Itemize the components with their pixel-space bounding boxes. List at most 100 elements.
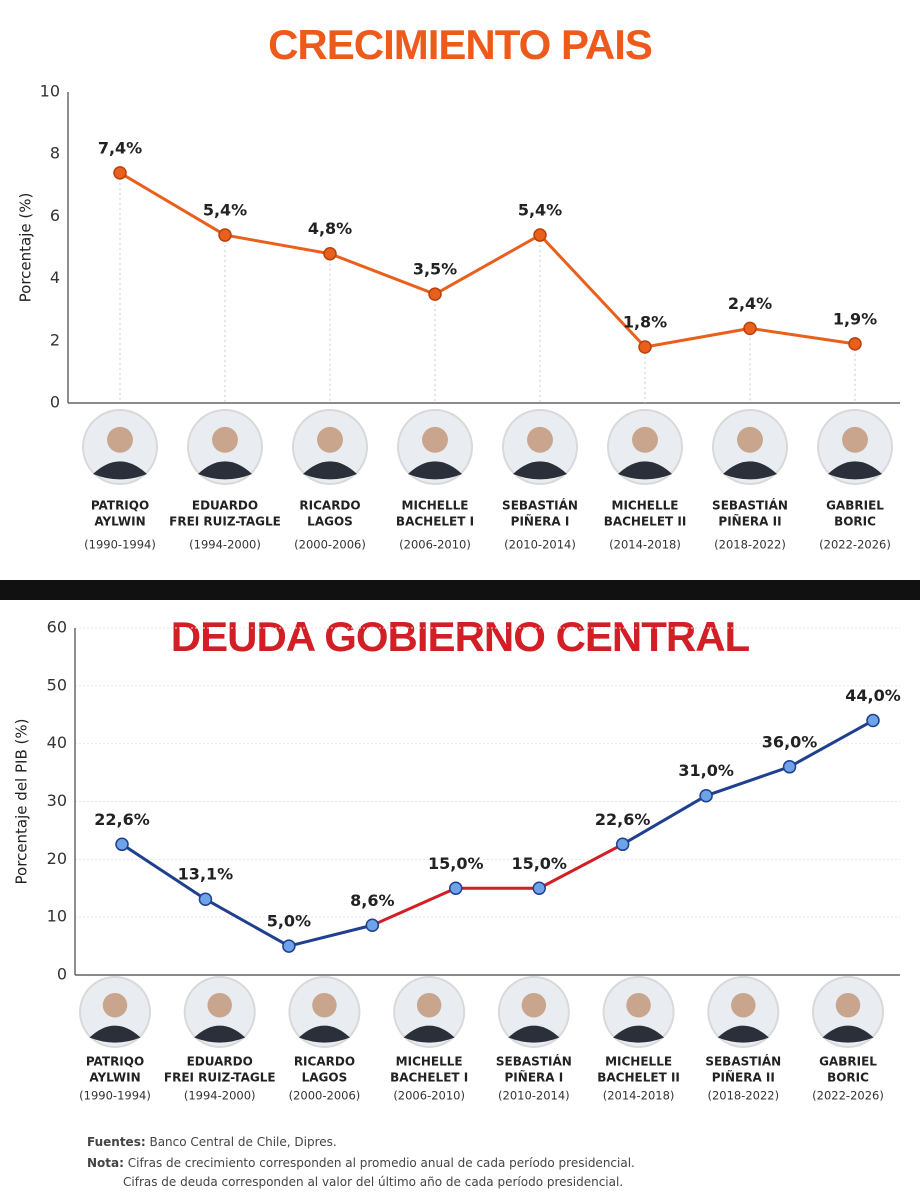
portrait-body xyxy=(613,1025,665,1043)
note-line: Cifras de deuda corresponden al valor de… xyxy=(123,1175,623,1189)
president-period: (1994-2000) xyxy=(184,1089,256,1103)
line-segment xyxy=(203,897,291,948)
portrait-head xyxy=(737,426,763,453)
point xyxy=(782,760,797,774)
president-period: (2022-2026) xyxy=(812,1089,884,1103)
portrait xyxy=(292,409,368,485)
portrait-body xyxy=(194,1025,246,1043)
portrait-body xyxy=(717,1025,769,1043)
president-name: BORIC xyxy=(834,515,876,529)
sources: Fuentes: Banco Central de Chile, Dipres. xyxy=(87,1135,337,1149)
president-name: RICARDO xyxy=(294,1055,355,1069)
value-label: 7,4% xyxy=(98,138,142,157)
president-name: BORIC xyxy=(827,1071,869,1085)
portrait xyxy=(393,976,466,1048)
portrait-head xyxy=(422,426,448,453)
line-segment xyxy=(537,842,625,890)
portrait xyxy=(602,976,675,1048)
y-tick-label: 8 xyxy=(50,144,60,163)
point xyxy=(699,788,713,803)
note-label: Nota: xyxy=(87,1156,124,1170)
portrait-body xyxy=(513,461,567,480)
president-name: MICHELLE xyxy=(605,1055,672,1069)
value-label: 2,4% xyxy=(728,294,772,313)
point xyxy=(532,881,546,895)
value-label: 1,9% xyxy=(833,309,877,328)
portrait-body xyxy=(403,1025,455,1043)
president-name: BACHELET II xyxy=(604,515,687,529)
president-period: (1990-1994) xyxy=(84,538,156,552)
president-name: LAGOS xyxy=(307,515,353,529)
point xyxy=(282,939,296,953)
president-name: MICHELLE xyxy=(612,499,679,513)
point xyxy=(365,918,380,933)
portrait-body xyxy=(298,1025,350,1043)
portrait-head xyxy=(835,992,861,1018)
line-segment xyxy=(120,842,207,901)
president-name: AYLWIN xyxy=(89,1071,140,1085)
point xyxy=(848,337,862,351)
value-label: 5,4% xyxy=(203,201,247,220)
president-period: (2000-2006) xyxy=(294,538,366,552)
y-tick-label: 10 xyxy=(47,907,67,926)
value-label: 22,6% xyxy=(94,810,150,829)
portrait-body xyxy=(93,461,147,480)
portrait xyxy=(497,976,570,1048)
value-label: 3,5% xyxy=(413,260,457,279)
line-segment xyxy=(704,765,792,798)
president-name: PATRIQO xyxy=(91,499,149,513)
president-period: (2000-2006) xyxy=(289,1089,361,1103)
point xyxy=(638,340,652,354)
line-segment xyxy=(621,794,708,846)
president-name: PATRIQO xyxy=(86,1055,144,1069)
value-label: 5,0% xyxy=(267,912,311,931)
portrait-head xyxy=(107,426,133,453)
president-period: (2010-2014) xyxy=(504,538,576,552)
president-name: GABRIEL xyxy=(826,499,884,513)
line-segment xyxy=(370,886,458,927)
value-label: 4,8% xyxy=(308,219,352,238)
president-period: (2014-2018) xyxy=(609,538,681,552)
portrait-body xyxy=(508,1025,560,1043)
chart-title: DEUDA GOBIERNO CENTRAL xyxy=(171,613,750,660)
president-period: (1990-1994) xyxy=(79,1089,151,1103)
portrait-head xyxy=(212,426,238,453)
value-label: 5,4% xyxy=(518,201,562,220)
president-name: PIÑERA I xyxy=(511,514,570,529)
portrait-head xyxy=(632,426,658,453)
y-tick-label: 20 xyxy=(47,849,67,868)
value-label: 15,0% xyxy=(511,854,567,873)
president-name: BACHELET I xyxy=(390,1071,468,1085)
value-label: 13,1% xyxy=(178,865,234,884)
president-name: FREI RUIZ-TAGLE xyxy=(169,515,281,529)
sources-label: Fuentes: xyxy=(87,1135,146,1149)
portrait-head xyxy=(731,992,756,1018)
president-name: MICHELLE xyxy=(402,499,469,513)
y-tick-label: 4 xyxy=(50,268,60,287)
point xyxy=(323,246,337,261)
portrait-head xyxy=(416,992,442,1018)
president-name: RICARDO xyxy=(299,499,360,513)
y-axis-label: Porcentaje (%) xyxy=(17,193,35,303)
president-period: (2010-2014) xyxy=(498,1089,570,1103)
point xyxy=(218,228,232,242)
y-tick-label: 0 xyxy=(57,965,67,984)
president-name: AYLWIN xyxy=(94,515,145,529)
point xyxy=(449,881,463,895)
y-tick-label: 10 xyxy=(40,82,60,101)
value-label: 15,0% xyxy=(428,854,484,873)
y-tick-label: 50 xyxy=(47,675,67,694)
president-name: PIÑERA II xyxy=(718,514,781,529)
president-name: PIÑERA I xyxy=(505,1070,564,1085)
point xyxy=(115,837,129,852)
value-label: 1,8% xyxy=(623,313,667,332)
president-period: (2006-2010) xyxy=(399,538,471,552)
portrait-body xyxy=(89,1025,141,1043)
value-label: 8,6% xyxy=(350,891,394,910)
point xyxy=(113,166,127,180)
portrait-body xyxy=(408,461,462,480)
portrait-body xyxy=(822,1025,874,1043)
y-tick-label: 2 xyxy=(50,330,60,349)
portrait xyxy=(79,976,151,1048)
